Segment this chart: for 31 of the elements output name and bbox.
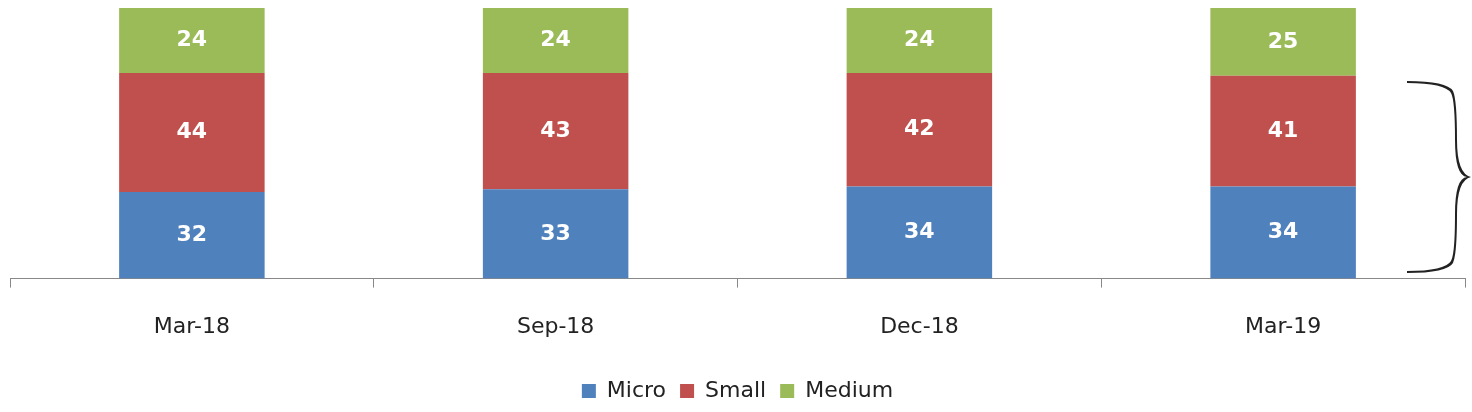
bar xyxy=(1210,8,1356,76)
data-label: 44 xyxy=(176,118,208,144)
bar xyxy=(119,72,265,193)
legend-label: Micro xyxy=(606,376,667,402)
data-label: 24 xyxy=(540,26,571,52)
bar xyxy=(846,72,993,187)
bar xyxy=(1210,186,1356,279)
bar xyxy=(482,72,629,190)
data-label: 42 xyxy=(904,115,935,141)
bar xyxy=(1210,75,1356,187)
data-label: 34 xyxy=(904,218,935,244)
bar xyxy=(119,8,265,73)
x-tick-label: Mar-18 xyxy=(153,312,230,338)
bar xyxy=(846,186,993,279)
data-label: 24 xyxy=(904,26,935,52)
data-label: 41 xyxy=(1267,116,1299,142)
bar xyxy=(482,8,629,73)
data-label: 34 xyxy=(1267,218,1299,244)
data-label: 25 xyxy=(1267,27,1299,53)
legend-label: Small xyxy=(705,376,767,402)
data-label: 43 xyxy=(540,116,571,142)
bar xyxy=(846,8,993,73)
data-label: 33 xyxy=(540,219,571,245)
data-label: 32 xyxy=(176,221,208,247)
x-tick-label: Dec-18 xyxy=(880,312,959,338)
bar xyxy=(119,192,265,279)
legend-label: Medium xyxy=(805,376,894,402)
x-tick-label: Mar-19 xyxy=(1245,312,1322,338)
x-tick-label: Sep-18 xyxy=(516,312,595,338)
data-label: 24 xyxy=(176,26,208,52)
bar xyxy=(482,189,629,279)
